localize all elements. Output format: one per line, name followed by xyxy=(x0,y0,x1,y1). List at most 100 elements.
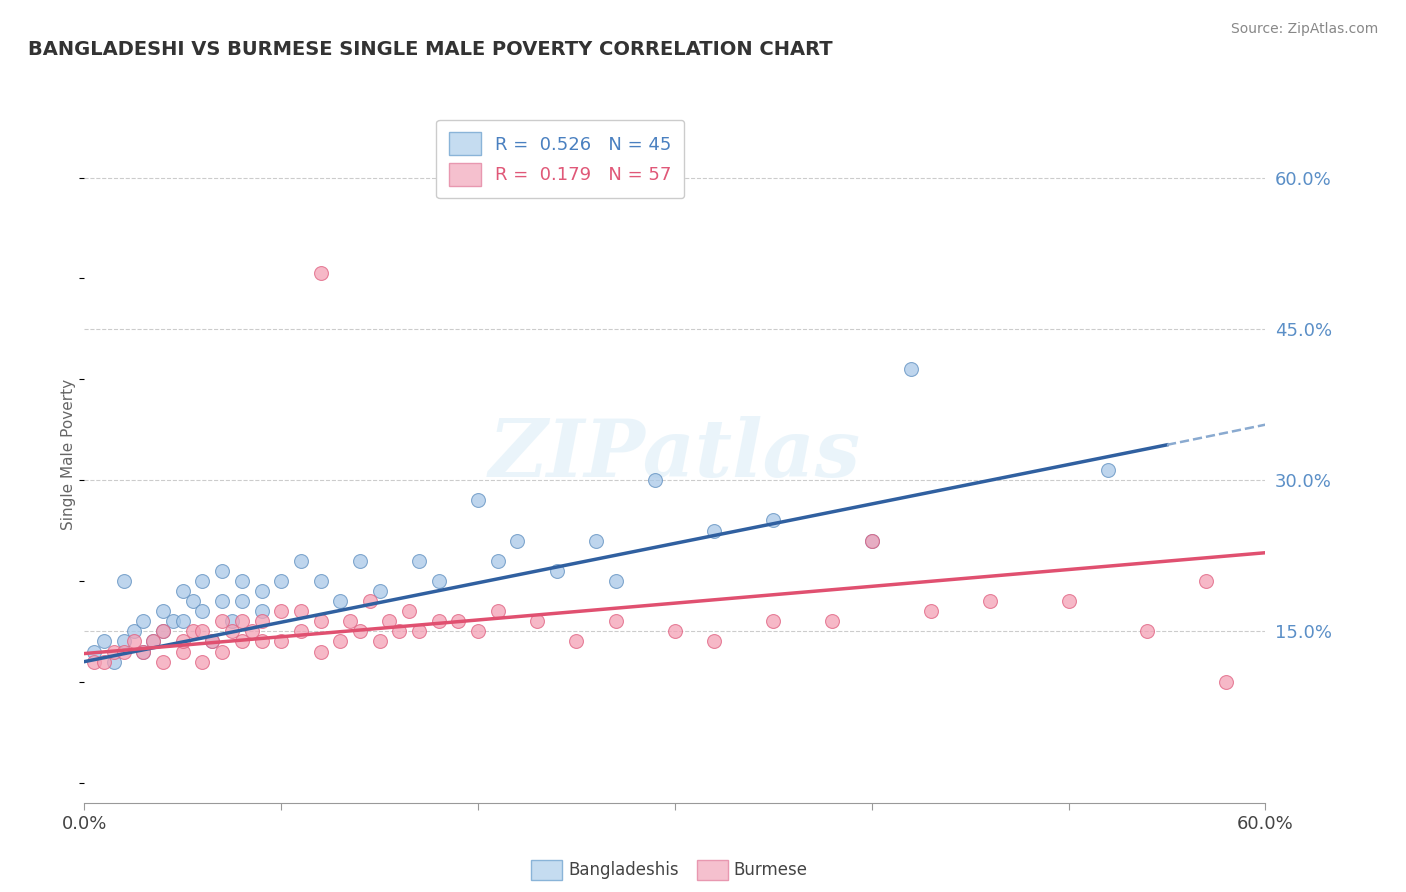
Point xyxy=(860,533,883,548)
Point xyxy=(467,493,489,508)
Point xyxy=(221,624,243,639)
Point xyxy=(270,604,292,618)
Point xyxy=(290,554,312,568)
Point xyxy=(122,624,145,639)
Point xyxy=(231,574,253,588)
Point xyxy=(83,644,105,658)
Point xyxy=(231,594,253,608)
Point xyxy=(191,655,214,669)
Point xyxy=(427,615,450,629)
Point xyxy=(231,615,253,629)
Point xyxy=(703,634,725,648)
Point xyxy=(368,584,391,599)
Point xyxy=(762,513,785,527)
Point xyxy=(172,644,194,658)
Point xyxy=(486,604,509,618)
Point xyxy=(290,624,312,639)
Point xyxy=(152,655,174,669)
Point xyxy=(211,615,233,629)
Point xyxy=(979,594,1001,608)
Legend: R =  0.526   N = 45, R =  0.179   N = 57: R = 0.526 N = 45, R = 0.179 N = 57 xyxy=(436,120,685,198)
Point xyxy=(142,634,165,648)
Point xyxy=(644,473,666,487)
Point xyxy=(585,533,607,548)
Point xyxy=(250,584,273,599)
Point xyxy=(211,564,233,578)
Point xyxy=(486,554,509,568)
Point xyxy=(152,624,174,639)
Point xyxy=(93,634,115,648)
Point xyxy=(900,362,922,376)
Point xyxy=(290,604,312,618)
Point xyxy=(132,615,155,629)
Point xyxy=(821,615,844,629)
Point xyxy=(408,554,430,568)
Point xyxy=(122,634,145,648)
Point xyxy=(152,604,174,618)
Point xyxy=(349,554,371,568)
Text: Source: ZipAtlas.com: Source: ZipAtlas.com xyxy=(1230,22,1378,37)
Point xyxy=(221,615,243,629)
Point xyxy=(162,615,184,629)
Text: ZIPatlas: ZIPatlas xyxy=(489,417,860,493)
Point xyxy=(250,634,273,648)
Point xyxy=(201,634,224,648)
Point xyxy=(447,615,470,629)
Point xyxy=(762,615,785,629)
Point xyxy=(142,634,165,648)
Point xyxy=(309,267,332,281)
Y-axis label: Single Male Poverty: Single Male Poverty xyxy=(60,379,76,531)
Point xyxy=(309,574,332,588)
Point xyxy=(860,533,883,548)
Point xyxy=(506,533,529,548)
Point xyxy=(565,634,588,648)
Point xyxy=(398,604,420,618)
Point xyxy=(1097,463,1119,477)
Point xyxy=(1215,674,1237,689)
Point xyxy=(388,624,411,639)
Point xyxy=(250,604,273,618)
Point xyxy=(172,584,194,599)
Point xyxy=(605,574,627,588)
Point xyxy=(103,644,125,658)
Point xyxy=(546,564,568,578)
Point xyxy=(103,655,125,669)
Point xyxy=(1136,624,1159,639)
Point xyxy=(427,574,450,588)
Point xyxy=(112,574,135,588)
Point xyxy=(329,594,352,608)
Point xyxy=(211,594,233,608)
Point xyxy=(605,615,627,629)
Point xyxy=(359,594,381,608)
Point xyxy=(172,634,194,648)
Point xyxy=(703,524,725,538)
Point xyxy=(191,624,214,639)
Point xyxy=(526,615,548,629)
Point xyxy=(270,634,292,648)
Text: Burmese: Burmese xyxy=(734,861,807,879)
Point xyxy=(920,604,942,618)
Text: BANGLADESHI VS BURMESE SINGLE MALE POVERTY CORRELATION CHART: BANGLADESHI VS BURMESE SINGLE MALE POVER… xyxy=(28,40,832,59)
Point xyxy=(211,644,233,658)
Point xyxy=(191,574,214,588)
Point xyxy=(309,615,332,629)
Point xyxy=(132,644,155,658)
Point xyxy=(152,624,174,639)
Point xyxy=(368,634,391,648)
Point xyxy=(339,615,361,629)
Point xyxy=(378,615,401,629)
Text: Bangladeshis: Bangladeshis xyxy=(568,861,679,879)
Point xyxy=(93,655,115,669)
Point xyxy=(181,624,204,639)
Point xyxy=(309,644,332,658)
Point xyxy=(201,634,224,648)
Point xyxy=(83,655,105,669)
Point xyxy=(467,624,489,639)
Point xyxy=(240,624,263,639)
Point xyxy=(112,634,135,648)
Point xyxy=(329,634,352,648)
Point xyxy=(132,644,155,658)
Point xyxy=(1195,574,1218,588)
Point xyxy=(112,644,135,658)
Point xyxy=(270,574,292,588)
